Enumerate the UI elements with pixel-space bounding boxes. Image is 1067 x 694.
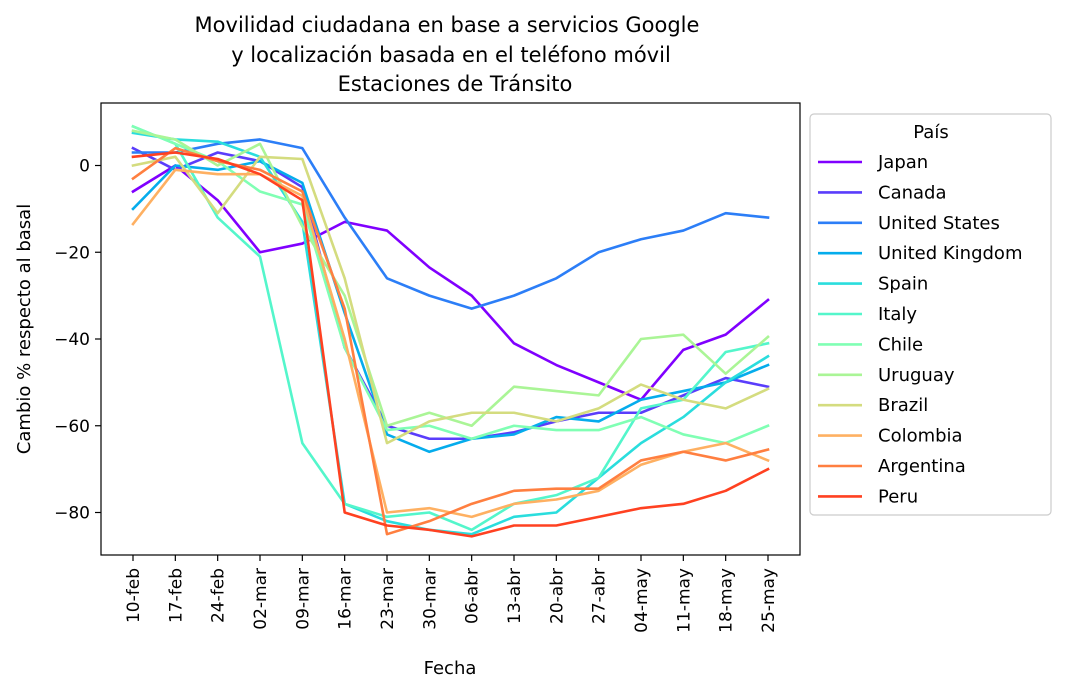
x-tick-label: 04-may: [632, 568, 652, 633]
x-tick-label: 10-feb: [124, 568, 144, 623]
legend-label: Canada: [878, 182, 947, 203]
plot-frame: [100, 102, 801, 556]
chart-title-line-1: Movilidad ciudadana en base a servicios …: [195, 13, 700, 37]
legend-item: United States: [818, 213, 1000, 234]
legend-label: United Kingdom: [878, 243, 1022, 264]
legend-item: Canada: [818, 182, 947, 203]
legend-label: Chile: [878, 334, 923, 355]
x-tick-label: 06-abr: [463, 568, 483, 624]
x-tick-label: 09-mar: [293, 568, 313, 630]
x-axis: 10-feb 17-feb 24-feb 02-mar 09-mar 16-mar 23-m…: [124, 555, 779, 633]
legend-item: Uruguay: [818, 365, 955, 386]
series-line-uruguay: [131, 129, 770, 428]
series-line-brazil: [131, 155, 770, 445]
series-line-japan: [131, 164, 770, 402]
legend-label: Argentina: [878, 456, 966, 477]
legend-label: United States: [878, 213, 1000, 234]
legend-item: Peru: [818, 486, 918, 507]
legend-item: Spain: [818, 274, 928, 295]
legend-title: País: [913, 122, 948, 143]
x-tick-label: 17-feb: [166, 568, 186, 623]
legend-label: Colombia: [878, 426, 963, 447]
x-tick-label: 02-mar: [251, 568, 271, 630]
legend-item: Italy: [818, 304, 917, 325]
chart-title-line-3: Estaciones de Tránsito: [338, 72, 573, 96]
legend-item: Colombia: [818, 426, 963, 447]
series-line-peru: [131, 151, 770, 538]
x-tick-label: 23-mar: [378, 568, 398, 630]
x-tick-label: 30-mar: [420, 568, 440, 630]
legend-label: Spain: [878, 274, 928, 295]
y-tick-label: −80: [54, 504, 90, 524]
x-tick-label: 24-feb: [209, 568, 229, 623]
legend-item: Argentina: [818, 456, 966, 477]
series-line-argentina: [131, 146, 770, 536]
chart-title-line-2: y localización basada en el teléfono móv…: [231, 43, 671, 67]
x-tick-label: 11-may: [674, 568, 694, 633]
series-line-chile: [131, 124, 770, 445]
legend-item: Chile: [818, 334, 923, 355]
series-line-united-kingdom: [131, 159, 770, 454]
x-tick-label: 13-abr: [505, 568, 525, 624]
legend-label: Japan: [877, 152, 928, 173]
y-axis-label: Cambio % respecto al basal: [14, 204, 35, 454]
y-axis: 0 −20 −40 −60 −80: [54, 157, 101, 524]
y-tick-label: −20: [54, 243, 90, 263]
legend-label: Italy: [878, 304, 917, 325]
chart-title: Movilidad ciudadana en base a servicios …: [195, 13, 700, 96]
x-axis-label: Fecha: [424, 658, 477, 679]
series-line-spain: [131, 131, 770, 536]
x-tick-label: 27-abr: [590, 568, 610, 624]
y-tick-label: −40: [54, 330, 90, 350]
legend: País Japan Canada United States United King…: [809, 113, 1052, 516]
legend-item: Japan: [818, 152, 928, 173]
series-line-united-states: [131, 138, 770, 310]
legend-label: Peru: [878, 486, 918, 507]
legend-frame: [809, 113, 1052, 516]
legend-item: Brazil: [818, 395, 928, 416]
series-line-colombia: [131, 168, 770, 519]
legend-item: United Kingdom: [818, 243, 1022, 264]
y-tick-label: −60: [54, 417, 90, 437]
legend-label: Brazil: [878, 395, 928, 416]
plot-area: [131, 124, 770, 538]
x-tick-label: 18-may: [717, 568, 737, 633]
legend-label: Uruguay: [878, 365, 955, 386]
x-tick-label: 25-may: [759, 568, 779, 633]
y-tick-label: 0: [79, 157, 90, 177]
x-tick-label: 16-mar: [336, 568, 356, 630]
series-line-italy: [131, 124, 770, 532]
x-tick-label: 20-abr: [547, 568, 567, 624]
